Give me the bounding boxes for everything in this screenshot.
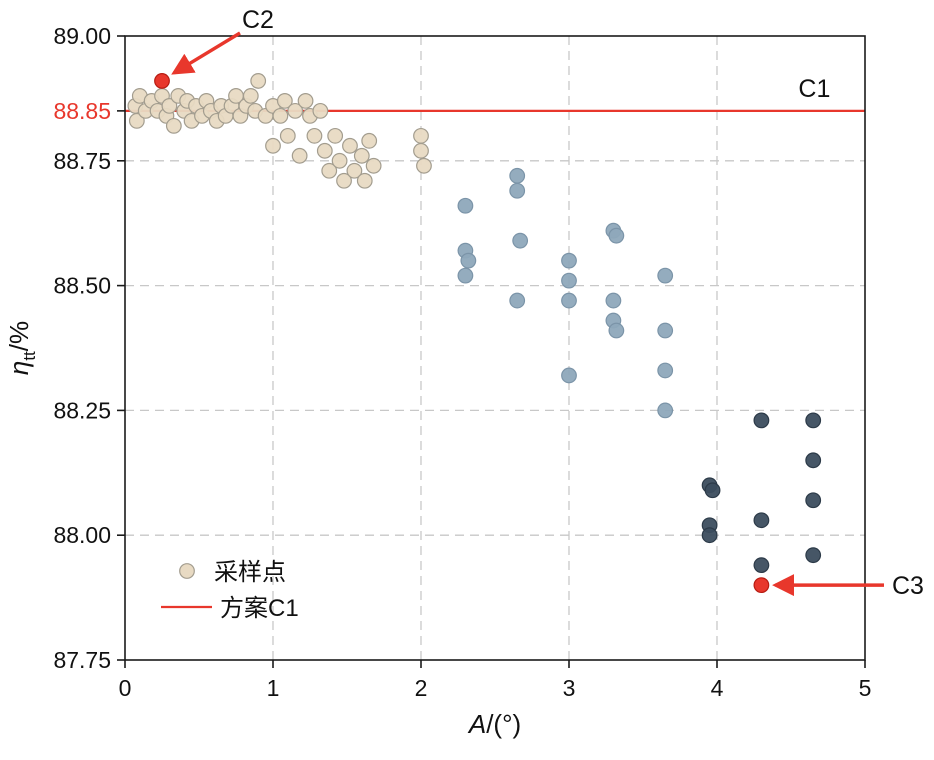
highlight-point-c2 [154,73,170,89]
data-point [701,527,718,544]
data-point [291,147,308,164]
data-point [365,157,382,174]
data-point [242,88,259,104]
data-point [342,137,358,154]
x-axis-title: A/(°) [467,709,521,739]
data-point [457,197,474,214]
x-tick-label: 1 [267,675,280,701]
y-tick-label: 89.00 [53,23,111,49]
data-point [165,117,182,134]
plot-frame [124,35,866,661]
data-point [416,157,432,174]
annotation-c2-label: C2 [242,6,274,34]
data-point [128,112,145,129]
data-point [704,482,721,499]
x-tick-label: 3 [563,675,576,701]
data-point [161,97,178,114]
data-point [753,512,770,529]
y-tick-label: 88.85 [53,98,111,124]
data-point [657,322,674,339]
annotation-c2-arrow [171,31,241,75]
data-point [561,252,577,269]
annotation-c3-label: C3 [892,572,924,600]
data-point [753,557,770,574]
data-point [657,402,674,419]
data-point [272,107,289,124]
data-point [279,127,296,144]
data-point [361,132,378,149]
y-tick-label: 88.50 [53,273,111,299]
x-tick-label: 4 [711,675,724,701]
data-point [512,232,529,249]
legend-sample-point-label: 采样点 [214,559,286,586]
x-tick-label: 5 [859,675,872,701]
data-point [561,367,577,384]
data-point [805,492,822,509]
y-tick-label: 88.25 [53,397,111,423]
highlight-point-c3 [753,577,770,594]
data-point [605,292,622,309]
data-point [657,267,674,284]
data-point [457,267,474,284]
data-point [413,142,429,159]
data-point [321,162,338,179]
data-point [287,102,304,119]
data-point [805,412,822,429]
data-point [336,172,352,189]
data-point [276,92,293,109]
data-point [331,152,348,169]
data-point [327,127,344,144]
legend-sample-point-marker [179,563,195,579]
annotation-c1-label: C1 [798,75,830,103]
y-axis-title: ηtt/% [4,321,39,375]
data-points [127,73,822,594]
data-point [250,73,267,89]
data-point [312,102,329,119]
data-point [608,322,625,339]
data-point [561,292,577,309]
data-point [346,162,363,179]
data-point [753,412,770,429]
data-point [805,452,822,469]
data-point [561,272,577,289]
data-point [460,252,477,269]
data-point [356,172,373,189]
data-point [265,137,281,154]
annotations: C2 C1 C3 [171,6,924,600]
legend-scheme-c1-label: 方案C1 [220,595,299,622]
y-tick-label: 88.75 [53,148,111,174]
data-point [509,182,526,199]
data-point [316,142,333,159]
data-point [306,127,323,144]
data-point [608,227,625,244]
axis-ticks: 0 1 2 3 4 5 89.00 88.85 88.75 88.50 88.25 88.00 87.7… [53,23,871,701]
plot-border [124,35,866,661]
axis-titles: A/(°) ηtt/% [4,321,521,739]
data-point [413,127,429,144]
y-tick-label: 88.00 [53,522,111,548]
data-point [353,147,370,164]
data-point [297,92,314,109]
y-tick-label: 87.75 [53,647,111,673]
x-tick-label: 2 [415,675,428,701]
x-tick-label: 0 [119,675,132,701]
data-point [509,167,526,184]
data-point [805,547,822,564]
gridlines [125,36,865,660]
data-point [657,362,674,379]
data-point [509,292,526,309]
